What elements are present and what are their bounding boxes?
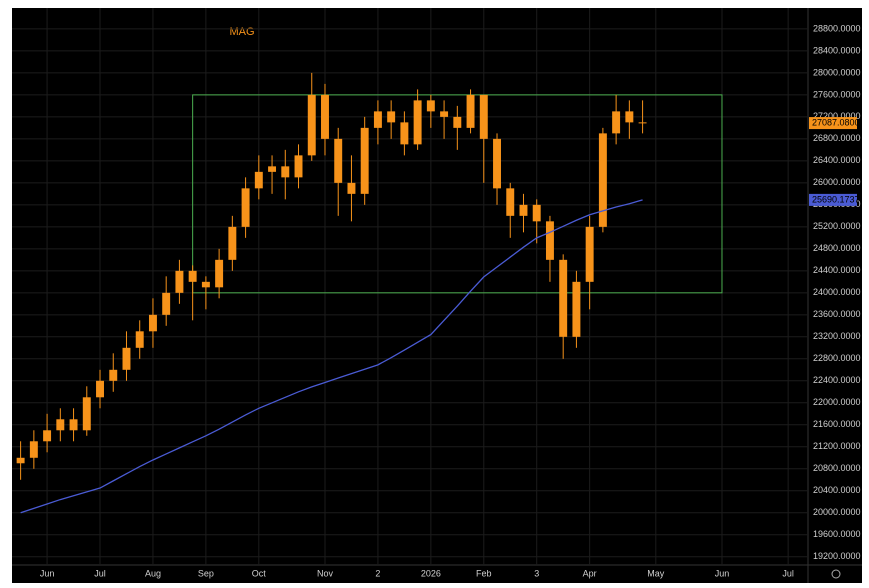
y-tick-label: 22000.0000 xyxy=(813,397,861,407)
y-tick-label: 22400.0000 xyxy=(813,375,861,385)
price-tag xyxy=(809,193,857,206)
x-tick-label: Sep xyxy=(198,568,214,578)
y-tick-label: 24400.0000 xyxy=(813,265,861,275)
y-tick-label: 24000.0000 xyxy=(813,287,861,297)
candle-body xyxy=(426,100,435,112)
candle-body xyxy=(347,182,356,194)
y-tick-label: 26400.0000 xyxy=(813,155,861,165)
price-tag xyxy=(809,117,857,130)
candle-body xyxy=(638,122,647,124)
x-tick-label: 2026 xyxy=(421,568,441,578)
candle-body xyxy=(268,166,277,172)
candle-body xyxy=(109,369,118,381)
candle-body xyxy=(479,94,488,139)
candle-body xyxy=(16,457,25,464)
candle-body xyxy=(43,430,52,442)
candle-body xyxy=(360,127,369,194)
candle-body xyxy=(321,94,329,139)
chart-background xyxy=(12,8,862,583)
candle-body xyxy=(281,166,290,178)
x-tick-label: Aug xyxy=(145,568,161,578)
y-tick-label: 19200.0000 xyxy=(813,551,861,561)
y-tick-label: 24800.0000 xyxy=(813,243,861,253)
x-tick-label: Jul xyxy=(94,568,106,578)
candle-body xyxy=(493,138,501,189)
candle-body xyxy=(612,111,621,134)
candle-body xyxy=(175,270,184,293)
candle-body xyxy=(572,281,581,337)
y-tick-label: 28400.0000 xyxy=(813,45,861,55)
x-tick-label: 2 xyxy=(375,568,380,578)
candle-body xyxy=(188,270,197,282)
candle-body xyxy=(625,111,634,123)
x-tick-label: 3 xyxy=(534,568,539,578)
y-tick-label: 26000.0000 xyxy=(813,177,861,187)
candle-body xyxy=(241,188,250,227)
y-tick-label: 23200.0000 xyxy=(813,331,861,341)
y-tick-label: 20800.0000 xyxy=(813,463,861,473)
y-tick-label: 26800.0000 xyxy=(813,133,861,143)
price-tag-label: 27087.0800 xyxy=(812,117,860,127)
candle-body xyxy=(440,111,449,117)
x-tick-label: Oct xyxy=(252,568,267,578)
candle-body xyxy=(466,94,475,128)
candle-body xyxy=(453,116,462,128)
y-tick-label: 21600.0000 xyxy=(813,419,861,429)
x-tick-label: Jul xyxy=(782,568,794,578)
candle-body xyxy=(215,259,224,288)
candle-body xyxy=(585,226,594,282)
candle-body xyxy=(254,171,263,189)
y-tick-label: 27200.0000 xyxy=(813,111,861,121)
candle-body xyxy=(201,281,210,288)
candle-body xyxy=(56,419,65,431)
y-tick-label: 20000.0000 xyxy=(813,507,861,517)
candle-body xyxy=(598,133,607,227)
candle-body xyxy=(228,226,237,260)
y-tick-label: 25200.0000 xyxy=(813,221,861,231)
y-tick-label: 22800.0000 xyxy=(813,353,861,363)
x-tick-label: Nov xyxy=(317,568,334,578)
y-tick-label: 20400.0000 xyxy=(813,485,861,495)
settings-button[interactable] xyxy=(831,569,841,579)
candle-body xyxy=(148,314,157,332)
y-tick-label: 21200.0000 xyxy=(813,441,861,451)
candle-body xyxy=(413,100,422,145)
candle-body xyxy=(82,397,91,431)
x-tick-label: May xyxy=(647,568,665,578)
y-tick-label: 27600.0000 xyxy=(813,89,861,99)
moving-average-line xyxy=(20,199,643,514)
candle-body xyxy=(387,111,396,123)
candle-body xyxy=(294,155,303,178)
candle-body xyxy=(122,347,131,370)
chart-title: MAG xyxy=(229,26,254,38)
candle-body xyxy=(334,138,343,183)
candle-body xyxy=(532,204,541,222)
candle-body xyxy=(69,419,78,431)
candle-body xyxy=(162,292,171,315)
x-tick-label: Jun xyxy=(40,568,55,578)
y-tick-label: 19600.0000 xyxy=(813,529,861,539)
candle-body xyxy=(373,111,382,128)
y-tick-label: 28000.0000 xyxy=(813,67,861,77)
candle-body xyxy=(545,221,554,260)
candle-body xyxy=(559,259,568,337)
settings-icon xyxy=(831,569,841,579)
y-tick-label: 28800.0000 xyxy=(813,23,861,33)
x-tick-label: Feb xyxy=(476,568,492,578)
candle-body xyxy=(307,94,316,156)
y-tick-label: 23600.0000 xyxy=(813,309,861,319)
x-tick-label: Jun xyxy=(715,568,730,578)
candle-body xyxy=(400,122,409,145)
candle-body xyxy=(506,188,515,216)
candle-body xyxy=(96,380,104,398)
x-tick-label: Apr xyxy=(583,568,597,578)
range-box xyxy=(192,94,723,294)
candle-body xyxy=(135,331,144,348)
price-tag-label: 25690.1737 xyxy=(812,194,860,204)
candle-body xyxy=(519,204,528,216)
candle-body xyxy=(29,441,38,458)
